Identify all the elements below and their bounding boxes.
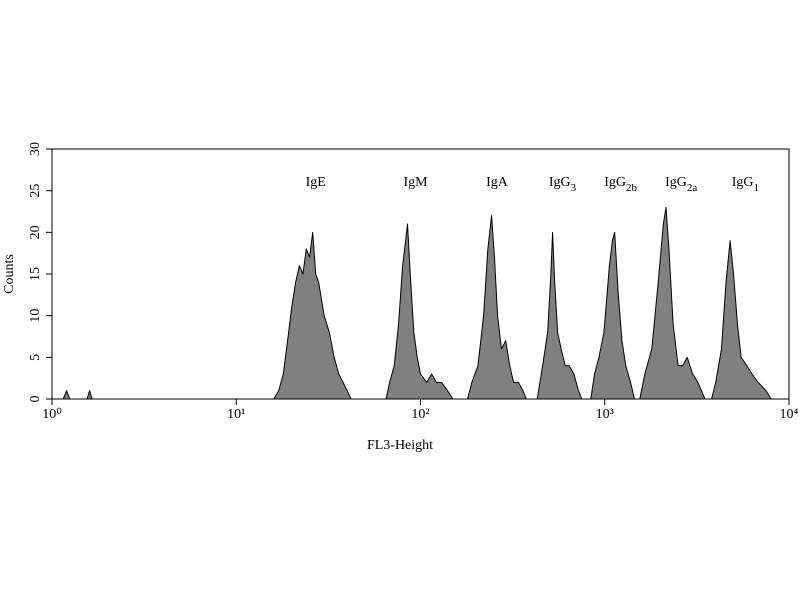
peak-label-text: IgG: [549, 175, 571, 190]
y-tick-label: 5: [28, 354, 43, 361]
peak-label: IgE: [306, 175, 326, 190]
y-tick-label: 15: [28, 267, 43, 281]
peak-label-subscript: 1: [754, 182, 760, 194]
peak-label-text: IgE: [306, 175, 326, 190]
y-tick-label: 10: [28, 309, 43, 323]
peak-label-text: IgM: [403, 175, 428, 190]
peak-label: IgM: [403, 175, 428, 190]
y-tick-label: 20: [28, 225, 43, 239]
x-tick-label: 10³: [596, 407, 614, 422]
peak-label: IgG1: [732, 175, 759, 193]
x-tick-label: 10⁰: [42, 407, 62, 422]
peak-label-subscript: 2a: [687, 182, 698, 194]
histogram-area: [51, 206, 790, 400]
y-tick-label: 0: [28, 396, 43, 403]
peak-label-text: IgG: [604, 175, 626, 190]
x-axis-label: FL3-Height: [367, 438, 433, 453]
peak-label: IgG2a: [665, 175, 697, 193]
peak-label-subscript: 3: [571, 182, 577, 194]
peak-label: IgA: [486, 175, 509, 190]
y-tick-label: 30: [28, 142, 43, 156]
peak-label: IgG2b: [604, 175, 637, 193]
y-axis-label: Counts: [2, 254, 17, 294]
peak-label-text: IgG: [732, 175, 754, 190]
x-tick-label: 10²: [411, 407, 429, 422]
peak-label-text: IgG: [665, 175, 687, 190]
peak-label-subscript: 2b: [626, 182, 638, 194]
x-tick-label: 10⁴: [780, 407, 799, 422]
peak-label-text: IgA: [486, 175, 509, 190]
peak-label: IgG3: [549, 175, 577, 193]
x-tick-label: 10¹: [227, 407, 245, 422]
y-tick-label: 25: [28, 184, 43, 198]
